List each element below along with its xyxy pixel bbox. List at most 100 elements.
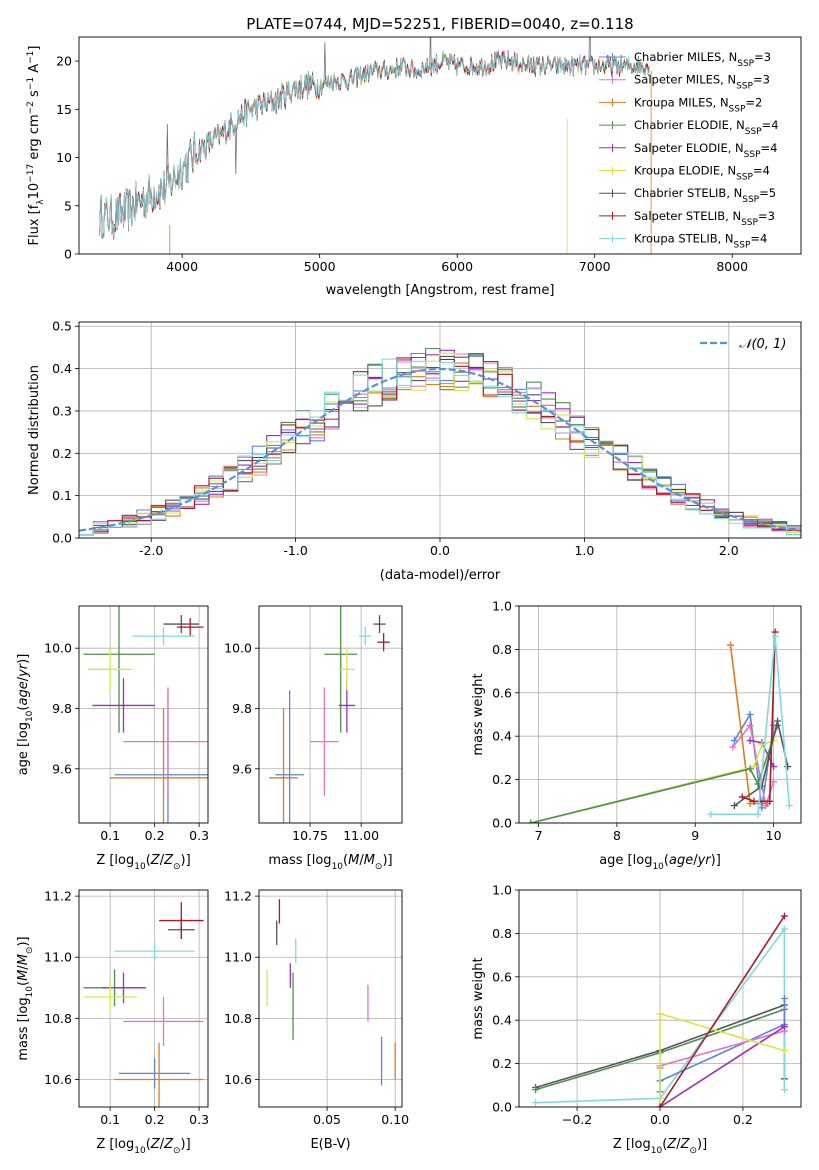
x-axis-label: mass [log10(M/M⊙)] bbox=[268, 853, 392, 872]
y-tick-label: 20 bbox=[56, 54, 72, 69]
y-tick-label: 0.0 bbox=[492, 816, 512, 831]
axes-frame bbox=[258, 605, 403, 824]
weight-marker bbox=[730, 737, 738, 745]
axes-frame bbox=[78, 605, 209, 824]
weight-marker bbox=[746, 721, 754, 729]
y-tick-label: 9.6 bbox=[232, 761, 252, 776]
legend-label: Chabrier MILES, NSSP=3 bbox=[634, 50, 771, 69]
weight-series bbox=[727, 641, 771, 807]
weight-line bbox=[710, 636, 791, 816]
y-axis-label: Normed distribution bbox=[27, 365, 42, 495]
histogram-line bbox=[79, 358, 801, 536]
x-tick-label: 0.3 bbox=[189, 1112, 209, 1127]
axes-frame bbox=[518, 605, 802, 824]
x-tick-label: 6000 bbox=[441, 259, 473, 274]
legend: Chabrier MILES, NSSP=3 Salpeter MILES, NS… bbox=[599, 50, 779, 251]
weight-marker bbox=[727, 641, 734, 649]
errorbar-point bbox=[269, 708, 298, 823]
errorbar-point bbox=[87, 648, 133, 691]
x-tick-label: 0.1 bbox=[100, 1112, 120, 1127]
errorbar-point bbox=[275, 690, 304, 823]
x-axis-label: Z [log10(Z/Z⊙)] bbox=[613, 1137, 707, 1156]
y-tick-label: 9.8 bbox=[52, 701, 72, 716]
x-tick-label: 0.3 bbox=[189, 828, 209, 843]
x-tick-label: 8 bbox=[613, 828, 621, 843]
panel-mass-vs-ebv: 0.05 0.10 10.6 10.8 11.0 11.2 bbox=[224, 889, 409, 1127]
x-tick-label: 0.1 bbox=[100, 828, 120, 843]
legend-label: Salpeter STELIB, NSSP=3 bbox=[634, 209, 775, 228]
weight-line bbox=[659, 915, 786, 1107]
panel-weight-vs-age: 7 8 9 10 0.0 0.2 0.4 0.6 0.8 1.0 bbox=[492, 599, 802, 843]
plot-area-mass-vs-ebv bbox=[266, 899, 396, 1086]
gaussian-curve bbox=[79, 367, 801, 532]
y-tick-label: 11.2 bbox=[224, 889, 252, 904]
x-tick-label: 0.2 bbox=[145, 1112, 165, 1127]
errorbar-point bbox=[83, 981, 137, 1013]
x-axis-label: Z [log10(Z/Z⊙)] bbox=[96, 853, 190, 872]
series-line bbox=[99, 50, 650, 239]
svg-text:Flux [fλ10−17 erg cm−2 s−1 A−1: Flux [fλ10−17 erg cm−2 s−1 A−1] bbox=[26, 46, 46, 246]
y-tick-label: 1.0 bbox=[492, 599, 512, 614]
weight-marker bbox=[780, 912, 788, 920]
svg-text:age [log10(age/yr)]: age [log10(age/yr)] bbox=[16, 654, 35, 776]
y-tick-label: 10.8 bbox=[44, 1011, 72, 1026]
errorbar-point bbox=[373, 615, 386, 634]
x-tick-label: 0.2 bbox=[145, 828, 165, 843]
weight-line bbox=[733, 720, 789, 807]
plot-area-spectrum bbox=[99, 37, 652, 254]
weight-marker bbox=[656, 1103, 664, 1107]
x-tick-label: 1.0 bbox=[574, 543, 594, 558]
weight-marker bbox=[758, 804, 766, 812]
legend-label: Chabrier STELIB, NSSP=5 bbox=[634, 186, 776, 205]
y-tick-label: 0.0 bbox=[492, 1100, 512, 1115]
x-axis-label: E(B-V) bbox=[310, 1137, 350, 1152]
legend-label: Chabrier ELODIE, NSSP=4 bbox=[634, 118, 779, 137]
errorbar-point bbox=[338, 648, 356, 691]
errorbar-point bbox=[132, 627, 195, 646]
y-tick-label: 0.8 bbox=[492, 642, 512, 657]
weight-marker bbox=[746, 711, 754, 718]
y-tick-label: 0.1 bbox=[52, 488, 72, 503]
weight-marker bbox=[754, 810, 762, 818]
legend-label: Salpeter ELODIE, NSSP=4 bbox=[634, 141, 777, 160]
legend-label: Kroupa ELODIE, NSSP=4 bbox=[634, 164, 770, 183]
legend-label: Salpeter MILES, NSSP=3 bbox=[634, 73, 770, 92]
errorbar-point bbox=[324, 606, 358, 733]
plot-area-residuals bbox=[79, 347, 801, 536]
y-tick-label: 0.6 bbox=[492, 685, 512, 700]
y-tick-label: 1.0 bbox=[492, 883, 512, 898]
y-tick-label: 0.8 bbox=[492, 926, 512, 941]
panel-age-vs-mass: 10.75 11.00 9.6 9.8 10.0 bbox=[224, 605, 403, 843]
panel-residuals: -2.0 -1.0 0.0 1.0 2.0 0.0 0.1 0.2 0.3 0.4 0.5 bbox=[52, 319, 802, 558]
axes-frame bbox=[258, 889, 403, 1108]
chart-title: PLATE=0744, MJD=52251, FIBERID=0040, z=0… bbox=[246, 15, 633, 33]
weight-line bbox=[659, 1026, 785, 1107]
y-tick-label: 11.0 bbox=[224, 950, 252, 965]
weight-marker bbox=[729, 743, 737, 751]
axes-frame bbox=[78, 36, 802, 255]
weight-series bbox=[707, 632, 793, 818]
x-tick-label: 9 bbox=[691, 828, 699, 843]
x-tick-label: 0.2 bbox=[733, 1112, 753, 1127]
panel-age-vs-z: 0.1 0.2 0.3 9.6 9.8 10.0 bbox=[44, 605, 209, 843]
x-axis-label: Z [log10(Z/Z⊙)] bbox=[96, 1137, 190, 1156]
weight-marker bbox=[746, 737, 754, 745]
weight-marker bbox=[730, 802, 738, 810]
y-tick-label: 0.4 bbox=[492, 729, 512, 744]
weight-marker bbox=[656, 1010, 664, 1018]
errorbar-point bbox=[377, 633, 390, 652]
weight-marker bbox=[746, 799, 754, 807]
errorbar-point bbox=[176, 618, 204, 637]
y-tick-label: 9.8 bbox=[232, 701, 252, 716]
histogram-line bbox=[79, 349, 801, 536]
y-tick-label: 10.8 bbox=[224, 1011, 252, 1026]
y-axis-label: Flux [fλ10−17 erg cm−2 s−1 A−1] bbox=[26, 46, 46, 246]
x-tick-label: 0.05 bbox=[313, 1112, 341, 1127]
weight-series bbox=[527, 721, 781, 823]
x-axis-label: wavelength [Angstrom, rest frame] bbox=[326, 283, 555, 298]
legend-label: Kroupa STELIB, NSSP=4 bbox=[634, 232, 767, 251]
errorbar-point bbox=[123, 996, 204, 1046]
axes-frame bbox=[78, 889, 209, 1108]
x-tick-label: 7000 bbox=[579, 259, 611, 274]
